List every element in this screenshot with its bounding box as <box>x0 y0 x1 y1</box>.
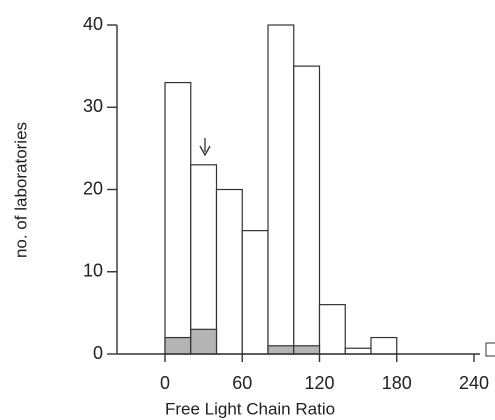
histogram-bar <box>267 24 295 355</box>
x-tick-label: 240 <box>459 373 489 393</box>
x-tick-label: 120 <box>304 373 334 393</box>
histogram-bar <box>164 336 192 355</box>
histogram-bar <box>318 304 346 355</box>
x-tick-label: 180 <box>382 373 412 393</box>
histogram-bar <box>370 336 398 355</box>
histogram-bar <box>190 328 218 355</box>
y-tick-label: 30 <box>83 96 103 116</box>
histogram-bar <box>293 65 321 355</box>
y-tick-label: 0 <box>93 343 103 363</box>
histogram-bar <box>293 345 321 355</box>
x-tick-label: 60 <box>232 373 252 393</box>
histogram-bar <box>267 345 295 355</box>
histogram-bar <box>344 347 372 355</box>
y-tick-label: 20 <box>83 178 103 198</box>
histogram-bar <box>215 188 243 355</box>
y-tick-label: 40 <box>83 14 103 34</box>
legend-box <box>485 342 495 357</box>
histogram-bar <box>164 81 192 355</box>
histogram-bar <box>190 164 218 355</box>
histogram-bar <box>241 230 269 355</box>
x-tick-label: 0 <box>160 373 170 393</box>
x-axis-label: Free Light Chain Ratio <box>165 399 335 418</box>
y-axis-label: no. of laboratories <box>11 122 30 258</box>
y-tick-label: 10 <box>83 261 103 281</box>
arrow-annotation <box>199 138 211 157</box>
